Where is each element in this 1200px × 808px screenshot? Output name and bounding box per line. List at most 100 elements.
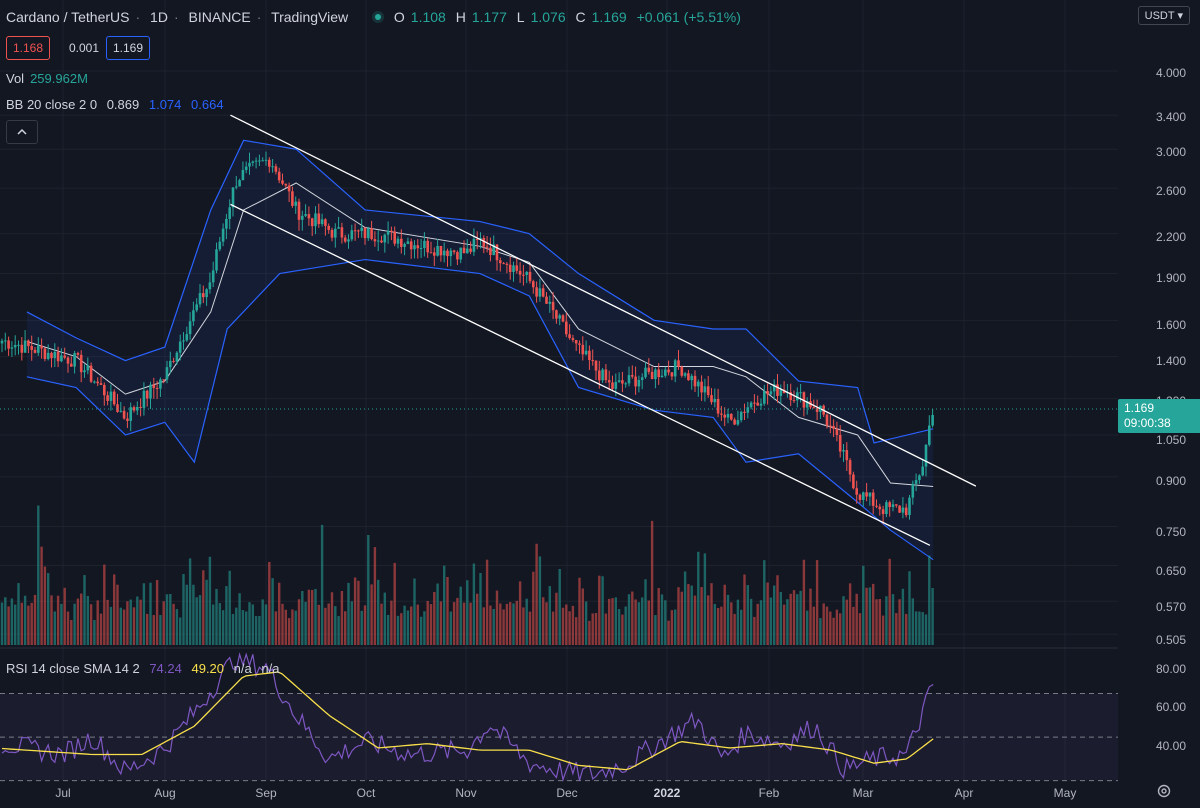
candle-body — [343, 237, 347, 242]
volume-legend[interactable]: Vol 259.962M — [6, 71, 88, 86]
candle-body — [749, 402, 753, 408]
volume-bar — [347, 582, 350, 645]
candle-body — [149, 384, 152, 399]
volume-bar — [872, 583, 875, 645]
volume-bar — [766, 582, 769, 645]
volume-bar — [693, 595, 697, 645]
candle-body — [591, 360, 594, 362]
candle-body — [614, 381, 618, 389]
candle-body — [644, 367, 647, 378]
candle-body — [324, 219, 327, 226]
candle-body — [291, 191, 294, 206]
volume-bar — [202, 570, 205, 645]
volume-bar — [723, 584, 726, 645]
candle-body — [703, 386, 707, 393]
candle-body — [37, 345, 40, 353]
volume-bar — [363, 605, 367, 645]
volume-bar — [96, 600, 99, 645]
candle-body — [868, 492, 872, 497]
volume-bar — [670, 610, 674, 645]
currency-select[interactable]: USDT ▾ — [1137, 6, 1190, 25]
candle-body — [914, 480, 918, 484]
volume-bar — [357, 580, 360, 645]
volume-bar — [779, 591, 782, 645]
candle-body — [178, 341, 182, 353]
volume-bars — [0, 505, 934, 645]
volume-bar — [307, 589, 311, 645]
volume-bar — [7, 606, 10, 645]
candle-body — [598, 370, 601, 381]
gear-icon[interactable] — [1156, 783, 1172, 799]
market-status-icon[interactable] — [372, 11, 384, 23]
volume-bar — [195, 597, 198, 645]
volume-bar — [47, 573, 50, 645]
trend-channel[interactable] — [230, 114, 977, 546]
volume-bar — [393, 562, 396, 645]
candle-body — [825, 414, 829, 426]
volume-bar — [776, 575, 779, 645]
candle-body — [268, 159, 271, 167]
volume-bar — [264, 604, 268, 645]
candle-body — [538, 288, 542, 297]
candle-body — [390, 230, 393, 232]
volume-bar — [819, 618, 822, 645]
volume-bar — [291, 609, 294, 645]
volume-bar — [169, 593, 172, 645]
interval[interactable]: 1D — [150, 9, 168, 25]
volume-bar — [627, 594, 631, 645]
symbol-name[interactable]: Cardano / TetherUS — [6, 9, 130, 25]
candle-body — [466, 248, 469, 254]
candle-body — [337, 227, 340, 229]
volume-bar — [377, 579, 380, 645]
volume-bar — [159, 615, 162, 645]
candle-body — [680, 366, 684, 376]
volume-bar — [353, 577, 357, 645]
candle-body — [301, 215, 304, 220]
collapse-legend-button[interactable] — [6, 120, 38, 144]
volume-bar — [113, 574, 116, 645]
candle-body — [911, 483, 915, 498]
candle-body — [7, 340, 10, 349]
x-tick-may: May — [1053, 786, 1077, 800]
sell-price-button[interactable]: 1.168 — [6, 36, 51, 60]
candle-body — [439, 245, 443, 256]
volume-bar — [594, 613, 598, 645]
volume-bar — [30, 602, 33, 645]
candle-body — [918, 475, 921, 481]
bb-upper-value: 1.074 — [148, 97, 182, 112]
volume-bar — [654, 615, 657, 645]
candle-body — [370, 228, 373, 240]
rsi-legend[interactable]: RSI 14 close SMA 14 2 74.24 49.20 n/a n/… — [6, 661, 279, 676]
volume-bar — [568, 611, 571, 645]
candle-body — [43, 348, 47, 359]
candle-body — [235, 186, 238, 188]
candle-body — [769, 391, 773, 395]
candlesticks — [0, 151, 934, 525]
volume-bar — [697, 551, 700, 645]
bb-legend[interactable]: BB 20 close 2 0 0.869 1.074 0.664 — [6, 97, 224, 112]
volume-bar — [799, 590, 802, 645]
candle-body — [670, 372, 674, 377]
buy-price-button[interactable]: 1.169 — [106, 36, 151, 60]
volume-bar — [70, 620, 73, 645]
candle-body — [743, 411, 746, 413]
volume-bar — [423, 611, 426, 645]
candle-body — [231, 187, 235, 208]
candle-body — [274, 166, 278, 172]
candle-body — [901, 507, 905, 513]
candle-body — [449, 250, 453, 257]
candle-body — [842, 450, 845, 452]
candle-body — [733, 419, 736, 425]
volume-bar — [472, 563, 476, 645]
volume-bar — [99, 613, 103, 645]
candle-body — [551, 301, 555, 311]
candle-body — [350, 230, 354, 240]
candle-body — [419, 247, 423, 249]
candle-body — [76, 353, 80, 355]
candle-body — [363, 227, 367, 239]
open-value: 1.108 — [410, 9, 446, 25]
candle-body — [136, 406, 139, 411]
y-tick-1400: 1.400 — [1155, 354, 1186, 368]
candle-body — [244, 166, 248, 171]
